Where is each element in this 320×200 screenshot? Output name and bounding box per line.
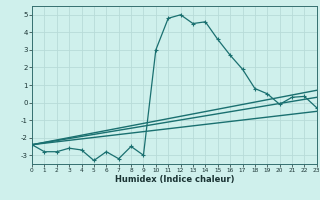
X-axis label: Humidex (Indice chaleur): Humidex (Indice chaleur) (115, 175, 234, 184)
